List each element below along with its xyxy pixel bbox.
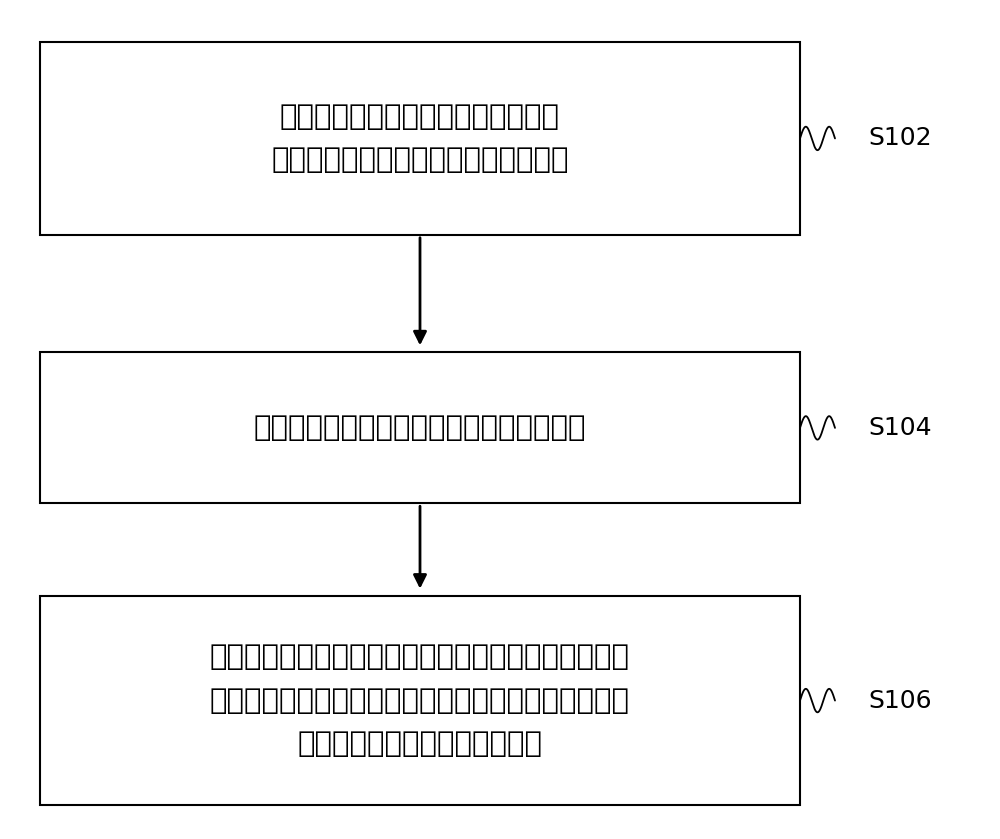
Bar — [40, 42, 800, 235]
Text: 采集由传感器感知拨叉在换挡过程中
沿齿轮轴的轴向方向移动的换挡位移量: 采集由传感器感知拨叉在换挡过程中 沿齿轮轴的轴向方向移动的换挡位移量 — [271, 102, 569, 175]
Text: 在满足所述第一预设条件的情况下，生成控制策略集，
所述控制策略集用于控制液压系统向所述拨叉的油道内
施加满足预设值的润滑油的油量: 在满足所述第一预设条件的情况下，生成控制策略集， 所述控制策略集用于控制液压系统… — [210, 644, 630, 758]
Text: S102: S102 — [868, 127, 932, 150]
Text: S104: S104 — [868, 416, 932, 440]
Text: 判断所述换挡位移量是否满足第一预设条件: 判断所述换挡位移量是否满足第一预设条件 — [254, 414, 586, 442]
Bar — [40, 352, 800, 503]
Text: S106: S106 — [868, 689, 932, 712]
Bar — [40, 596, 800, 805]
